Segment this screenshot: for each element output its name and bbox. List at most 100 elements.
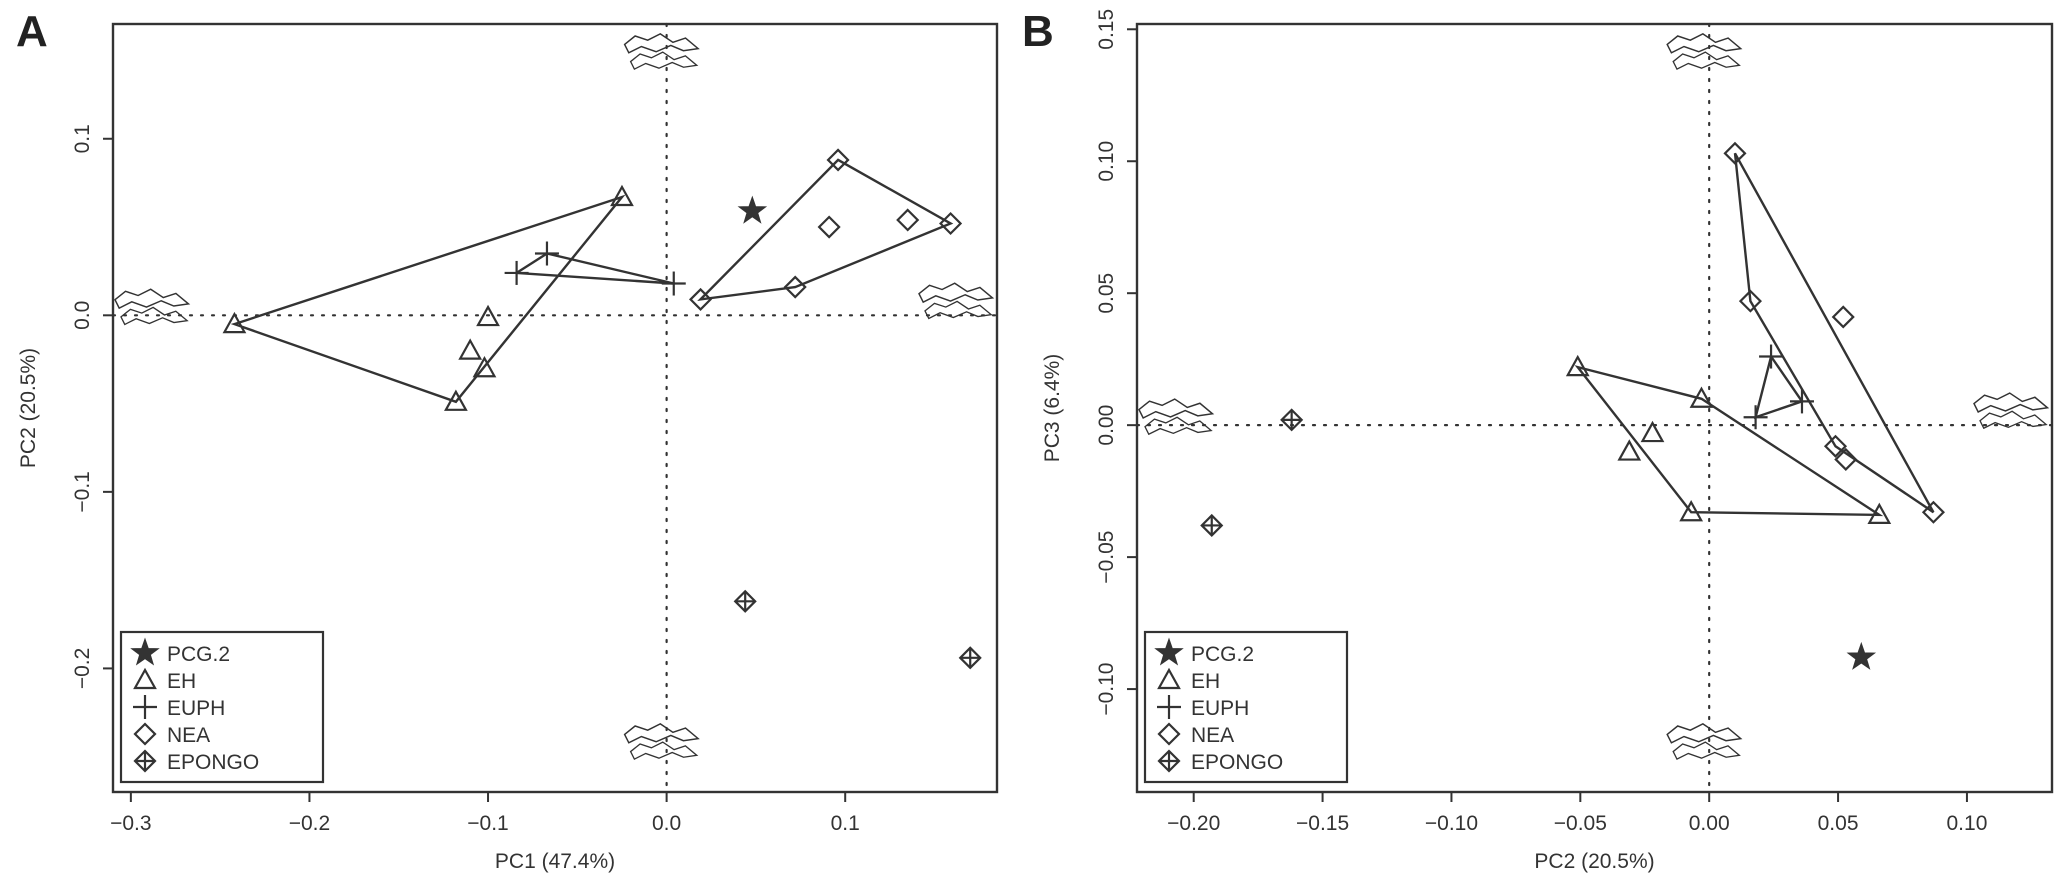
triangle-marker-shape <box>610 184 634 207</box>
plot-frame <box>1135 22 2054 794</box>
shape-outline-bottom-lower <box>1672 741 1741 760</box>
point-nea <box>939 211 963 236</box>
x-axis-title: PC2 (20.5%) <box>1534 850 1654 873</box>
y-tick-label: −0.2 <box>71 648 94 689</box>
shape-outline-left-lower <box>1144 416 1212 435</box>
legend-marker-eh <box>1157 667 1181 690</box>
hull-nea <box>697 158 954 302</box>
y-tick-label: 0.00 <box>1095 405 1118 446</box>
triangle-marker-shape <box>444 389 468 411</box>
point-euph <box>504 260 529 285</box>
legend-marker-nea <box>133 722 157 746</box>
shape-outline-bottom-upper <box>623 723 699 744</box>
triangle-marker-shape <box>472 356 497 378</box>
triangle-marker-shape <box>476 304 500 327</box>
star-marker-shape <box>737 195 768 224</box>
point-eh <box>610 184 634 207</box>
point-euph <box>1789 389 1814 414</box>
point-euph <box>661 271 686 296</box>
point-nea <box>1738 289 1762 313</box>
shape-outline-left-upper <box>1138 398 1214 419</box>
legend-label: EUPH <box>167 697 225 720</box>
shape-outline-left-lower <box>120 306 188 326</box>
legend-marker-eh <box>133 667 157 690</box>
point-nea <box>1831 305 1855 329</box>
point-nea <box>817 215 841 239</box>
legend-label: EPONGO <box>1191 751 1283 774</box>
point-eh <box>1689 386 1714 408</box>
point-eh <box>476 304 500 327</box>
diamond-marker-shape <box>896 208 920 232</box>
diamond-marker-shape <box>1723 141 1747 165</box>
legend-marker-nea <box>1157 722 1181 746</box>
y-tick-label: 0.1 <box>71 124 94 153</box>
point-eh <box>1867 502 1892 524</box>
y-tick-label: 0.05 <box>1095 273 1118 314</box>
legend-label: EH <box>167 670 196 693</box>
y-tick-label: −0.05 <box>1095 531 1118 584</box>
x-tick-label: −0.1 <box>467 812 508 835</box>
legend-label: EPONGO <box>167 751 259 774</box>
star-marker-shape <box>1154 637 1184 666</box>
legend-label: NEA <box>1191 724 1234 747</box>
point-eh <box>1617 439 1642 461</box>
panel-letter: B <box>1022 7 1054 56</box>
legend-marker-euph <box>1157 695 1181 719</box>
hull-eh <box>230 194 626 404</box>
point-eh <box>458 338 483 360</box>
triangle-marker-shape <box>1867 502 1892 524</box>
point-eh <box>222 311 247 334</box>
point-nea <box>1834 447 1858 472</box>
point-eh <box>472 356 497 378</box>
shape-outline-top-lower <box>1672 51 1741 70</box>
point-nea <box>783 275 807 299</box>
legend-label: PCG.2 <box>1191 643 1254 666</box>
legend-label: EUPH <box>1191 697 1249 720</box>
y-axis-title: PC2 (20.5%) <box>17 348 40 468</box>
x-tick-label: 0.00 <box>1689 812 1730 835</box>
x-tick-label: −0.2 <box>289 812 330 835</box>
point-eh <box>1565 354 1590 377</box>
point-pcg2 <box>737 195 768 224</box>
hull-euph <box>512 252 675 285</box>
diamond-marker-shape <box>1157 722 1181 746</box>
point-nea <box>896 208 920 232</box>
triangle-marker-shape <box>133 667 157 690</box>
panel-a: −0.3 −0.2 −0.1 0.0 0.1 −0.2 −0.1 0.0 0.1 PC1 (47.… <box>16 7 999 873</box>
diamond-marker-shape <box>939 211 963 236</box>
point-epongo <box>733 589 757 613</box>
y-tick-label: 0.15 <box>1095 9 1118 50</box>
shape-outline-right-upper <box>918 282 994 303</box>
point-nea <box>826 148 850 172</box>
x-tick-label: 0.10 <box>1947 812 1988 835</box>
triangle-marker-shape <box>1679 499 1704 522</box>
shape-outline-top-lower <box>629 51 698 70</box>
triangle-marker-shape <box>1689 386 1714 408</box>
x-tick-label: −0.10 <box>1425 812 1478 835</box>
diamond-marker-shape <box>1823 434 1848 458</box>
x-tick-label: −0.20 <box>1167 812 1220 835</box>
diamond-marker-shape <box>133 722 157 746</box>
legend-marker-pcg2 <box>1154 637 1184 666</box>
plot-frame <box>111 22 999 794</box>
point-euph <box>1743 405 1768 430</box>
triangle-marker-shape <box>1640 420 1665 443</box>
x-tick-label: −0.3 <box>110 812 151 835</box>
diamond-marker-shape <box>1831 305 1855 329</box>
diamond-marker-shape <box>1921 500 1945 524</box>
legend-label: PCG.2 <box>167 643 230 666</box>
x-tick-label: 0.05 <box>1818 812 1859 835</box>
point-eh <box>1640 420 1665 443</box>
y-axis-title: PC3 (6.4%) <box>1041 354 1064 463</box>
triangle-marker-shape <box>1157 667 1181 690</box>
y-tick-label: −0.1 <box>71 471 94 512</box>
star-marker-shape <box>130 637 160 666</box>
x-tick-label: −0.15 <box>1296 812 1349 835</box>
shape-outline-top-upper <box>1666 33 1742 54</box>
shape-outline-right-upper <box>1973 392 2049 413</box>
point-pcg2 <box>1846 641 1877 670</box>
triangle-marker-shape <box>222 311 247 334</box>
hull-euph <box>1753 353 1804 420</box>
point-epongo <box>1280 408 1304 432</box>
